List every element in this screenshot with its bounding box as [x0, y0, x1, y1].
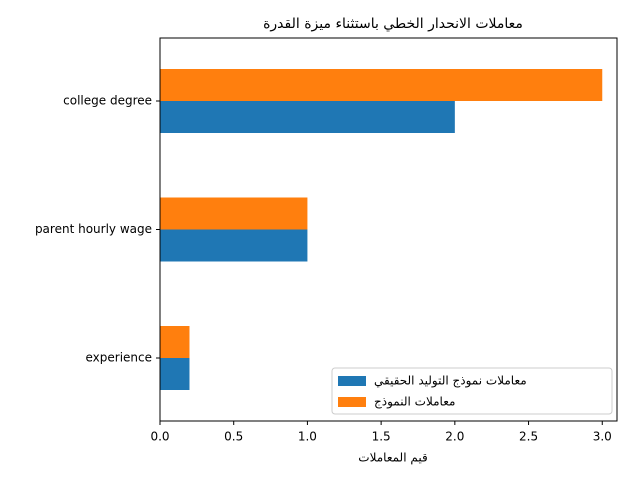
- x-tick-label: 1.5: [372, 430, 391, 444]
- x-tick-label: 3.0: [593, 430, 612, 444]
- legend-swatch: [338, 397, 366, 407]
- y-tick-label: parent hourly wage: [35, 222, 152, 236]
- legend-label: معاملات النموذج: [374, 395, 455, 410]
- bar: [160, 69, 603, 101]
- y-tick-label: college degree: [63, 94, 152, 108]
- bar: [160, 197, 308, 230]
- x-tick-label: 0.5: [224, 430, 243, 444]
- legend-label: معاملات نموذج التوليد الحقيقي: [374, 374, 527, 389]
- bar: [160, 229, 308, 262]
- bar: [160, 358, 190, 390]
- bar: [160, 326, 190, 358]
- x-axis-label: قيم المعاملات: [358, 451, 427, 465]
- y-tick-label: experience: [85, 351, 152, 365]
- bar: [160, 101, 455, 133]
- chart-title: معاملات الانحدار الخطي باستثناء ميزة الق…: [263, 16, 523, 32]
- x-tick-label: 0.0: [150, 430, 169, 444]
- x-tick-label: 2.0: [445, 430, 464, 444]
- x-tick-label: 2.5: [519, 430, 538, 444]
- plot-frame: [159, 37, 618, 422]
- legend-box: [331, 367, 613, 415]
- x-tick-label: 1.0: [298, 430, 317, 444]
- legend-swatch: [338, 376, 366, 386]
